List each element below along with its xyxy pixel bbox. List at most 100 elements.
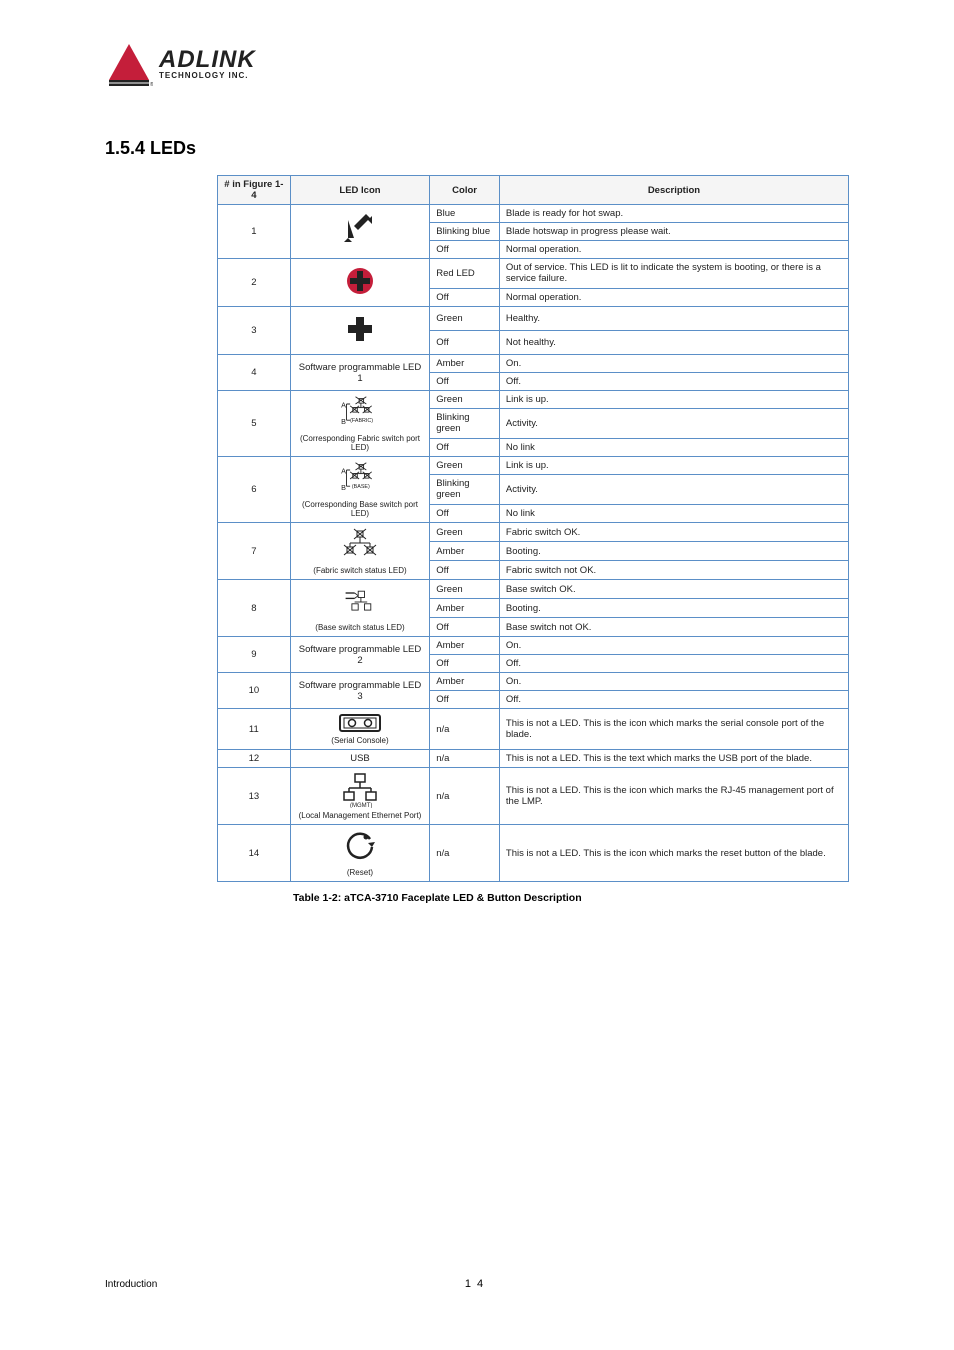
cell-color: Amber — [430, 599, 500, 618]
col-header-num: # in Figure 1-4 — [218, 176, 291, 205]
logo-triangle-icon: ® — [105, 40, 153, 88]
cell-desc: Fabric switch OK. — [499, 523, 848, 542]
cell-color: n/a — [430, 768, 500, 825]
cell-desc: No link — [499, 438, 848, 456]
cell-color: Off — [430, 373, 500, 391]
cell-color: Off — [430, 288, 500, 306]
table-caption: Table 1-2: aTCA-3710 Faceplate LED & But… — [293, 892, 849, 904]
cell-color: n/a — [430, 825, 500, 882]
cell-color: Green — [430, 523, 500, 542]
col-header-desc: Description — [499, 176, 848, 205]
cell-num: 7 — [218, 523, 291, 580]
cell-desc: Activity. — [499, 409, 848, 438]
table-row: 7 (Fabric switch status LED) Green Fabri… — [218, 523, 849, 542]
cell-num: 2 — [218, 259, 291, 307]
col-header-color: Color — [430, 176, 500, 205]
cell-color: Green — [430, 457, 500, 475]
cell-desc: Off. — [499, 373, 848, 391]
usb-label: USB — [290, 750, 430, 768]
cell-num: 12 — [218, 750, 291, 768]
cell-desc: Blade is ready for hot swap. — [499, 205, 848, 223]
brand-name: ADLINK — [159, 48, 256, 72]
svg-text:B: B — [341, 483, 346, 492]
table-row: 8 (Base switch status LED) Green Base sw… — [218, 580, 849, 599]
cell-num: 10 — [218, 673, 291, 709]
cell-color: Off — [430, 504, 500, 522]
table-row: 9 Software programmable LED 2 Amber On. — [218, 637, 849, 655]
cell-color: Amber — [430, 355, 500, 373]
reset-icon: (Reset) — [290, 825, 430, 882]
hotswap-icon — [290, 205, 430, 259]
table-row: 5 A B (FABRIC) (Corresponding Fabric s — [218, 391, 849, 409]
cell-color: Green — [430, 580, 500, 599]
cell-color: Off — [430, 438, 500, 456]
fabric-port-label: (Corresponding Fabric switch port LED) — [295, 434, 426, 452]
cell-desc: This is not a LED. This is the icon whic… — [499, 709, 848, 750]
cell-color: Amber — [430, 673, 500, 691]
table-row: 4 Software programmable LED 1 Amber On. — [218, 355, 849, 373]
brand-logo: ® ADLINK TECHNOLOGY INC. — [105, 40, 849, 88]
svg-text:(MGMT): (MGMT) — [350, 803, 372, 808]
table-row: 11 (Serial Console) n/a This is not a LE… — [218, 709, 849, 750]
cell-color: Amber — [430, 542, 500, 561]
cell-color: Off — [430, 691, 500, 709]
svg-text:A: A — [341, 401, 346, 410]
cell-num: 9 — [218, 637, 291, 673]
mgmt-port-label: (Local Management Ethernet Port) — [295, 811, 426, 820]
mgmt-port-icon: (MGMT) (Local Management Ethernet Port) — [290, 768, 430, 825]
fabric-status-icon: (Fabric switch status LED) — [290, 523, 430, 580]
table-row: 2 Red LED Out of service. This LED is li… — [218, 259, 849, 289]
table-row: 10 Software programmable LED 3 Amber On. — [218, 673, 849, 691]
svg-text:B: B — [341, 417, 346, 426]
page-number: 14 — [0, 1278, 954, 1290]
cell-desc: On. — [499, 673, 848, 691]
svg-text:(FABRIC): (FABRIC) — [350, 418, 373, 424]
cell-desc: Normal operation. — [499, 241, 848, 259]
base-port-label: (Corresponding Base switch port LED) — [295, 500, 426, 518]
table-row: 6 A B (BASE) (Corresponding Base switc — [218, 457, 849, 475]
cell-desc: Booting. — [499, 542, 848, 561]
cell-color: Off — [430, 618, 500, 637]
sw-led-1-label: Software programmable LED 1 — [290, 355, 430, 391]
cell-desc: Activity. — [499, 475, 848, 504]
serial-console-icon: (Serial Console) — [290, 709, 430, 750]
cell-color: Red LED — [430, 259, 500, 289]
cell-desc: This is not a LED. This is the text whic… — [499, 750, 848, 768]
cell-color: n/a — [430, 750, 500, 768]
cell-num: 1 — [218, 205, 291, 259]
cell-color: Green — [430, 307, 500, 331]
cell-color: Green — [430, 391, 500, 409]
svg-text:®: ® — [150, 81, 153, 88]
reset-label: (Reset) — [295, 868, 426, 877]
fabric-port-icon: A B (FABRIC) (Corresponding Fabric switc… — [290, 391, 430, 457]
cell-num: 6 — [218, 457, 291, 523]
cell-color: Off — [430, 655, 500, 673]
cell-desc: This is not a LED. This is the icon whic… — [499, 825, 848, 882]
sw-led-3-label: Software programmable LED 3 — [290, 673, 430, 709]
cell-num: 3 — [218, 307, 291, 355]
svg-text:A: A — [341, 467, 346, 476]
cell-desc: Healthy. — [499, 307, 848, 331]
cell-desc: On. — [499, 637, 848, 655]
cell-num: 5 — [218, 391, 291, 457]
cell-color: Blinking green — [430, 475, 500, 504]
brand-tagline: TECHNOLOGY INC. — [159, 72, 256, 80]
cell-num: 4 — [218, 355, 291, 391]
cell-color: Off — [430, 331, 500, 355]
cell-num: 11 — [218, 709, 291, 750]
cell-color: Off — [430, 561, 500, 580]
fabric-status-label: (Fabric switch status LED) — [295, 566, 426, 575]
cell-desc: Fabric switch not OK. — [499, 561, 848, 580]
cell-color: Blue — [430, 205, 500, 223]
cell-desc: Out of service. This LED is lit to indic… — [499, 259, 848, 289]
table-row: 12 USB n/a This is not a LED. This is th… — [218, 750, 849, 768]
cell-desc: Not healthy. — [499, 331, 848, 355]
cell-desc: On. — [499, 355, 848, 373]
cell-num: 8 — [218, 580, 291, 637]
led-table: # in Figure 1-4 LED Icon Color Descripti… — [217, 175, 849, 882]
cell-desc: Normal operation. — [499, 288, 848, 306]
section-heading: 1.5.4 LEDs — [105, 138, 849, 159]
cell-color: Amber — [430, 637, 500, 655]
base-status-icon: (Base switch status LED) — [290, 580, 430, 637]
cell-desc: No link — [499, 504, 848, 522]
